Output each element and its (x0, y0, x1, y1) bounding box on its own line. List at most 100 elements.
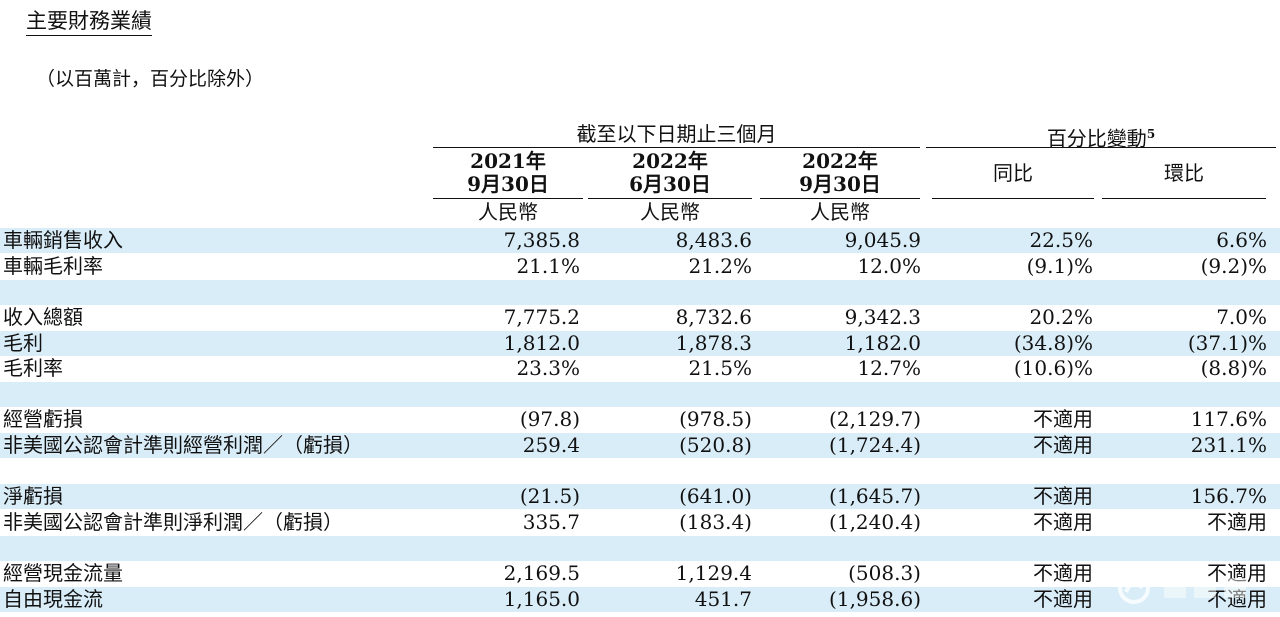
cell-2022-jun: 1,878.3 (675, 331, 752, 355)
cell-2022-sep: 12.7% (857, 356, 921, 380)
col-rule (433, 198, 583, 199)
cell-2022-sep: (508.3) (848, 561, 921, 585)
col-header-year: 2022年 (632, 149, 708, 173)
col-unit: 人民幣 (640, 200, 700, 224)
footnote-marker: 5 (1146, 127, 1156, 141)
row-label: 經營現金流量 (3, 561, 123, 585)
cell-2021-sep: 1,812.0 (503, 331, 580, 355)
row-label: 非美國公認會計準則淨利潤／（虧損） (3, 510, 343, 534)
cell-yoy: 不適用 (1033, 587, 1093, 611)
cell-qoq: 不適用 (1207, 561, 1267, 585)
table-row: 自由現金流 1,165.0 451.7 (1,958.6) 不適用 不適用 (0, 586, 1280, 612)
col-rule (932, 198, 1094, 199)
watermark-logo (1118, 572, 1246, 604)
cell-yoy: 不適用 (1033, 510, 1093, 534)
table-row: 經營現金流量 2,169.5 1,129.4 (508.3) 不適用 不適用 (0, 560, 1280, 586)
cell-2022-jun: (183.4) (679, 510, 752, 534)
cell-2021-sep: (97.8) (519, 407, 580, 431)
table-row: 經營虧損 (97.8) (978.5) (2,129.7) 不適用 117.6% (0, 406, 1280, 432)
cell-2022-sep: (1,645.7) (829, 484, 921, 508)
row-band (0, 382, 1280, 407)
table-row: 非美國公認會計準則淨利潤／（虧損） 335.7 (183.4) (1,240.4… (0, 509, 1280, 535)
cell-2022-jun: 1,129.4 (675, 561, 752, 585)
group-header-three-months: 截至以下日期止三個月 (576, 122, 777, 146)
cell-2022-jun: (641.0) (679, 484, 752, 508)
cell-2022-jun: (978.5) (679, 407, 752, 431)
row-label: 車輛銷售收入 (3, 228, 123, 252)
cell-2022-sep: 1,182.0 (844, 331, 921, 355)
cell-2022-jun: 8,732.6 (675, 305, 752, 329)
cell-yoy: 22.5% (1029, 228, 1093, 252)
row-band (0, 280, 1280, 305)
cell-2022-sep: 9,045.9 (844, 228, 921, 252)
cell-2022-sep: (2,129.7) (829, 407, 921, 431)
row-label: 收入總額 (3, 305, 83, 329)
cell-2021-sep: 21.1% (516, 254, 580, 278)
cell-yoy: 不適用 (1033, 484, 1093, 508)
row-band (0, 536, 1280, 561)
cell-2021-sep: 7,775.2 (503, 305, 580, 329)
cell-qoq: 6.6% (1216, 228, 1267, 252)
cell-yoy: 不適用 (1033, 407, 1093, 431)
cell-yoy: 不適用 (1033, 433, 1093, 457)
row-label: 毛利率 (3, 356, 63, 380)
cell-2022-sep: 9,342.3 (844, 305, 921, 329)
cell-yoy: 20.2% (1029, 305, 1093, 329)
row-band (0, 484, 1280, 509)
table-row: 收入總額 7,775.2 8,732.6 9,342.3 20.2% 7.0% (0, 304, 1280, 330)
group-rule-1 (433, 147, 920, 148)
cell-qoq: 不適用 (1207, 510, 1267, 534)
page-title: 主要財務業績 (26, 8, 152, 36)
cell-yoy: (9.1)% (1026, 254, 1093, 278)
col-unit: 人民幣 (478, 200, 538, 224)
cell-2022-sep: (1,724.4) (829, 433, 921, 457)
cell-2022-sep: (1,958.6) (829, 587, 921, 611)
row-label: 車輛毛利率 (3, 254, 103, 278)
cell-qoq: (9.2)% (1200, 254, 1267, 278)
table-row: 毛利 1,812.0 1,878.3 1,182.0 (34.8)% (37.1… (0, 330, 1280, 356)
col-header-year: 2022年 (802, 149, 878, 173)
col-header-year: 2021年 (470, 149, 546, 173)
group-header-percent-change: 百分比變動5 (926, 121, 1276, 152)
row-label: 毛利 (3, 331, 43, 355)
cell-yoy: (10.6)% (1013, 356, 1093, 380)
cell-qoq: 不適用 (1207, 587, 1267, 611)
cell-qoq: (8.8)% (1200, 356, 1267, 380)
cell-2021-sep: 335.7 (522, 510, 580, 534)
table-row: 非美國公認會計準則經營利潤／（虧損） 259.4 (520.8) (1,724.… (0, 432, 1280, 458)
cell-yoy: 不適用 (1033, 561, 1093, 585)
cell-qoq: 117.6% (1190, 407, 1267, 431)
cell-2022-jun: 21.2% (688, 254, 752, 278)
col-rule (588, 198, 752, 199)
cell-2022-jun: 451.7 (694, 587, 752, 611)
row-band (0, 331, 1280, 356)
col-header-2022-sep: 2022年 9月30日 (760, 150, 920, 196)
cell-2021-sep: 259.4 (522, 433, 580, 457)
cell-qoq: 231.1% (1190, 433, 1267, 457)
row-label: 非美國公認會計準則經營利潤／（虧損） (3, 433, 363, 457)
cell-yoy: (34.8)% (1013, 331, 1093, 355)
row-label: 淨虧損 (3, 484, 63, 508)
row-band (0, 228, 1280, 253)
cell-qoq: 7.0% (1216, 305, 1267, 329)
col-rule (760, 198, 920, 199)
row-band (0, 433, 1280, 458)
col-header-2022-jun: 2022年 6月30日 (588, 150, 752, 196)
row-band (0, 587, 1280, 612)
units-note: （以百萬計，百分比除外） (36, 68, 265, 90)
row-label: 自由現金流 (3, 587, 103, 611)
cell-qoq: (37.1)% (1187, 331, 1267, 355)
cell-2022-jun: (520.8) (679, 433, 752, 457)
col-header-2021-sep: 2021年 9月30日 (433, 150, 583, 196)
group-rule-2 (926, 147, 1276, 148)
cell-qoq: 156.7% (1190, 484, 1267, 508)
table-row: 淨虧損 (21.5) (641.0) (1,645.7) 不適用 156.7% (0, 483, 1280, 509)
cell-2022-jun: 8,483.6 (675, 228, 752, 252)
cell-2021-sep: 23.3% (516, 356, 580, 380)
col-header-qoq: 環比 (1164, 161, 1204, 185)
group-header-percent-change-label: 百分比變動 (1046, 126, 1147, 151)
cell-2021-sep: 7,385.8 (503, 228, 580, 252)
table-row: 車輛銷售收入 7,385.8 8,483.6 9,045.9 22.5% 6.6… (0, 227, 1280, 253)
col-header-date: 6月30日 (629, 172, 711, 196)
cell-2021-sep: (21.5) (519, 484, 580, 508)
